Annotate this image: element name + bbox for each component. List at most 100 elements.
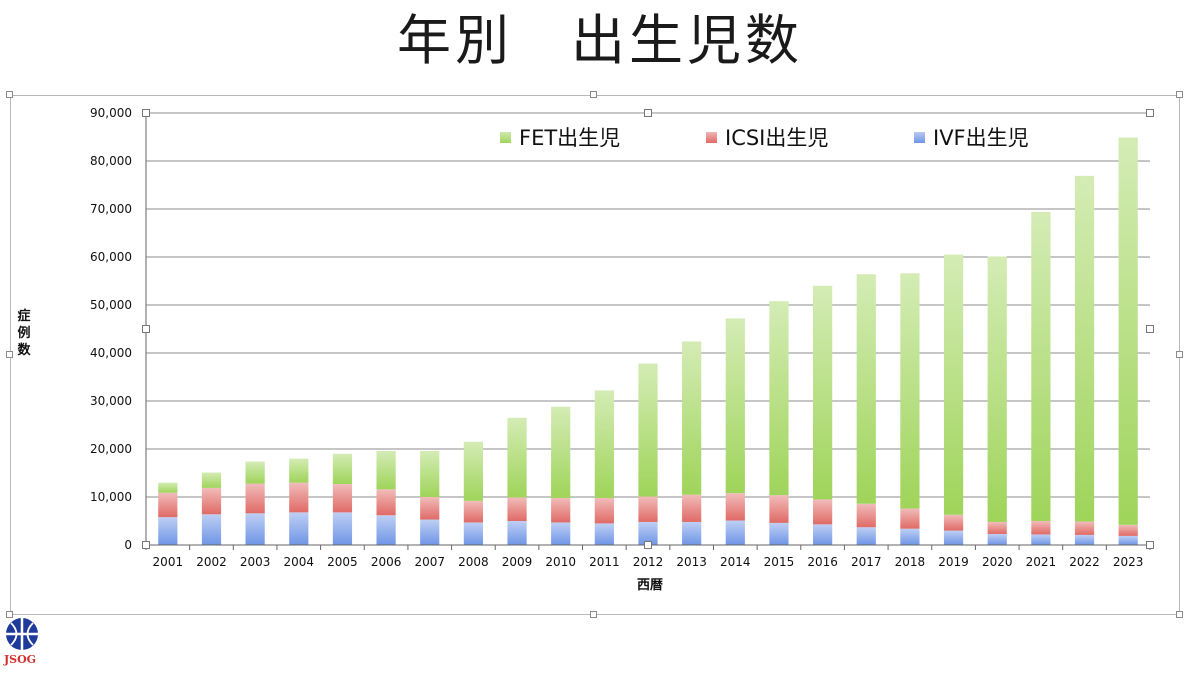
bar-segment[interactable] <box>289 458 309 483</box>
bar-segment[interactable] <box>463 441 483 501</box>
bars <box>158 137 1138 545</box>
bar-segment[interactable] <box>201 514 222 545</box>
bar-segment[interactable] <box>158 517 178 545</box>
x-tick-label: 2002 <box>196 555 227 569</box>
plot-area-handle[interactable] <box>142 325 150 333</box>
bar-segment[interactable] <box>856 527 876 545</box>
plot-area-handle[interactable] <box>142 541 150 549</box>
x-tick-label: 2007 <box>414 555 445 569</box>
plot-area-handle[interactable] <box>644 541 652 549</box>
bar-segment[interactable] <box>725 520 745 545</box>
bar-segment[interactable] <box>1118 535 1138 545</box>
bar-segment[interactable] <box>594 497 614 524</box>
bar-segment[interactable] <box>1074 534 1095 545</box>
bar-segment[interactable] <box>769 495 789 523</box>
bar-segment[interactable] <box>943 530 964 545</box>
x-tick-label: 2016 <box>807 555 838 569</box>
plot-area-handle[interactable] <box>142 109 150 117</box>
bar-segment[interactable] <box>725 493 745 521</box>
x-tick-label: 2013 <box>676 555 707 569</box>
plot-area-handle[interactable] <box>1146 541 1154 549</box>
legend-item[interactable]: ICSI出生児 <box>706 122 828 152</box>
bar-segment[interactable] <box>551 497 571 523</box>
bar-segment[interactable] <box>376 450 396 490</box>
frame-handle-middle-right[interactable] <box>1176 351 1183 358</box>
frame-handle-top-right[interactable] <box>1176 91 1183 98</box>
bar-segment[interactable] <box>943 514 964 531</box>
bar-segment[interactable] <box>813 285 833 500</box>
bar-segment[interactable] <box>245 513 265 545</box>
bar-segment[interactable] <box>201 487 222 515</box>
bar-segment[interactable] <box>1031 521 1051 535</box>
bar-segment[interactable] <box>856 274 876 504</box>
bar-segment[interactable] <box>332 512 353 545</box>
bar-segment[interactable] <box>507 521 527 545</box>
bar-segment[interactable] <box>551 522 571 545</box>
bar-segment[interactable] <box>682 494 702 522</box>
bar-segment[interactable] <box>420 497 440 520</box>
bar-segment[interactable] <box>463 522 483 545</box>
bar-segment[interactable] <box>376 515 396 545</box>
y-axis-title: 症例数 <box>14 308 34 359</box>
bar-segment[interactable] <box>594 523 614 545</box>
bar-segment[interactable] <box>987 256 1007 522</box>
bar-segment[interactable] <box>245 483 265 514</box>
frame-handle-top-left[interactable] <box>6 91 13 98</box>
bar-segment[interactable] <box>943 254 964 515</box>
bar-segment[interactable] <box>900 528 920 545</box>
frame-handle-bottom-middle[interactable] <box>590 611 597 618</box>
y-tick-label: 90,000 <box>90 106 132 120</box>
frame-handle-bottom-left[interactable] <box>6 611 13 618</box>
bar-segment[interactable] <box>1118 137 1138 525</box>
bar-segment[interactable] <box>158 492 178 518</box>
bar-segment[interactable] <box>420 450 440 497</box>
x-tick-label: 2015 <box>764 555 795 569</box>
plot-area-handle[interactable] <box>1146 325 1154 333</box>
bar-segment[interactable] <box>289 512 309 545</box>
bar-segment[interactable] <box>987 521 1007 534</box>
bar-segment[interactable] <box>725 318 745 494</box>
x-tick-label: 2010 <box>545 555 576 569</box>
x-tick-label: 2008 <box>458 555 489 569</box>
jsog-logo <box>6 618 38 650</box>
bar-segment[interactable] <box>682 521 702 545</box>
bar-segment[interactable] <box>507 497 527 521</box>
jsog-logo-text: JSOG <box>3 653 37 666</box>
bar-segment[interactable] <box>769 301 789 496</box>
bar-segment[interactable] <box>1074 521 1095 535</box>
legend-item[interactable]: IVF出生児 <box>914 122 1029 152</box>
bar-segment[interactable] <box>638 496 658 522</box>
bar-segment[interactable] <box>289 482 309 513</box>
bar-segment[interactable] <box>158 482 178 493</box>
bar-segment[interactable] <box>900 273 920 509</box>
bar-segment[interactable] <box>201 472 222 488</box>
bar-segment[interactable] <box>507 417 527 498</box>
bar-segment[interactable] <box>987 533 1007 545</box>
plot-area-handle[interactable] <box>1146 109 1154 117</box>
bar-segment[interactable] <box>376 489 396 516</box>
bar-segment[interactable] <box>682 341 702 495</box>
bar-segment[interactable] <box>420 519 440 545</box>
bar-segment[interactable] <box>1118 524 1138 536</box>
bar-segment[interactable] <box>1031 211 1051 521</box>
legend-item[interactable]: FET出生児 <box>500 122 620 152</box>
frame-handle-bottom-right[interactable] <box>1176 611 1183 618</box>
bar-segment[interactable] <box>1074 175 1095 522</box>
frame-handle-top-middle[interactable] <box>590 91 597 98</box>
bar-segment[interactable] <box>900 508 920 529</box>
bar-segment[interactable] <box>813 524 833 545</box>
bar-segment[interactable] <box>813 499 833 525</box>
frame-handle-middle-left[interactable] <box>6 351 13 358</box>
bar-segment[interactable] <box>638 363 658 497</box>
plot-area-handle[interactable] <box>644 109 652 117</box>
bar-segment[interactable] <box>856 503 876 528</box>
bar-segment[interactable] <box>245 461 265 484</box>
bar-segment[interactable] <box>1031 534 1051 545</box>
bar-segment[interactable] <box>638 521 658 545</box>
bar-segment[interactable] <box>332 453 353 485</box>
bar-segment[interactable] <box>594 390 614 498</box>
bar-segment[interactable] <box>332 484 353 513</box>
bar-segment[interactable] <box>463 500 483 523</box>
bar-segment[interactable] <box>551 406 571 498</box>
bar-segment[interactable] <box>769 522 789 545</box>
